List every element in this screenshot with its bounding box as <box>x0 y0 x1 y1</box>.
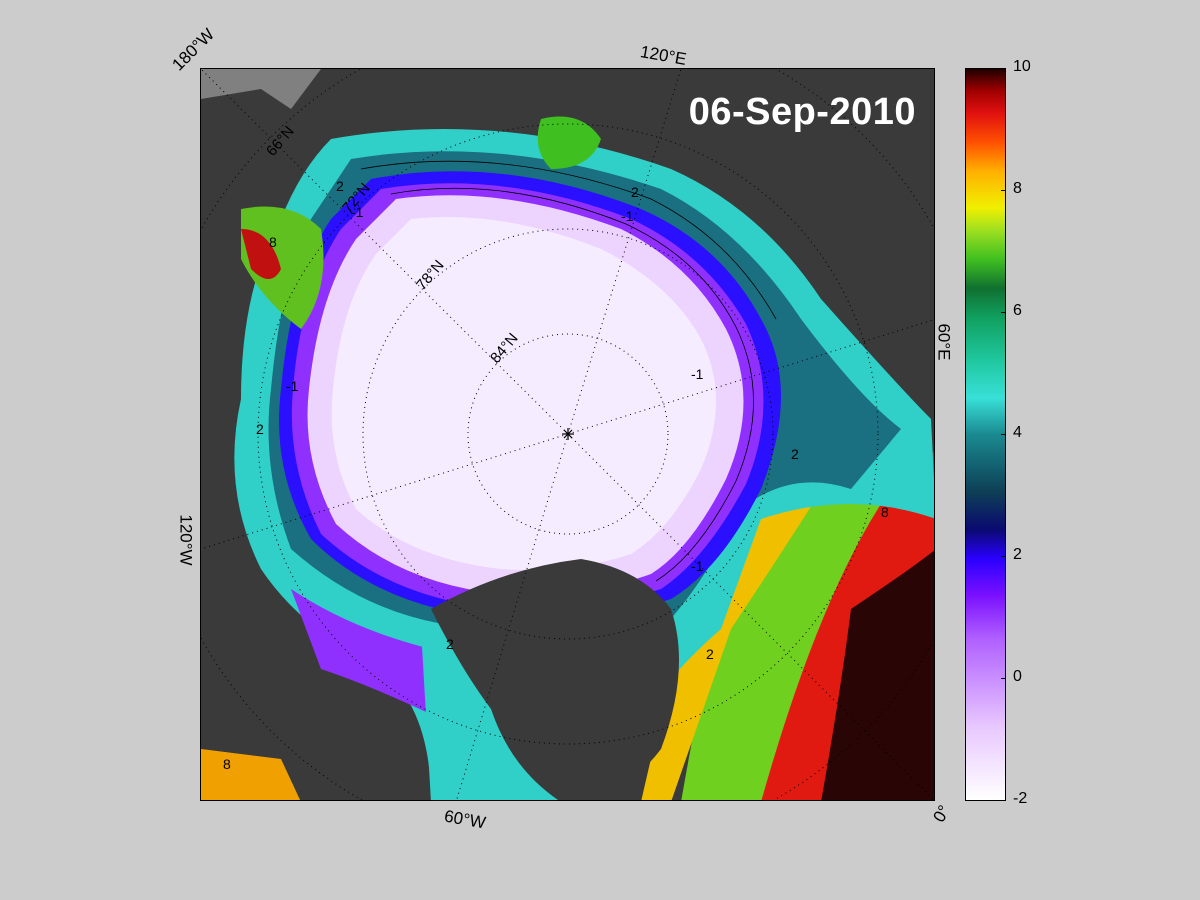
contour-label: -1 <box>621 208 634 224</box>
colorbar-tickmark <box>1001 312 1006 313</box>
colorbar-tickmark <box>1001 190 1006 191</box>
graticule <box>201 69 934 800</box>
contour-line-minus1 <box>390 187 754 582</box>
yellow-band-atlantic <box>641 429 841 800</box>
colorbar-tick-label: 10 <box>1013 58 1031 75</box>
lon-label-60e: 60°E <box>934 323 954 361</box>
colorbar-tick-label: 6 <box>1013 302 1022 319</box>
greenland-land <box>431 559 679 800</box>
date-title: 06-Sep-2010 <box>688 91 916 133</box>
contour-label: 8 <box>269 234 277 250</box>
sea-surface-temperature-map: -1 2 8 -1 2 -1 2 -1 2 8 -1 2 2 8 66°N 72… <box>201 69 934 800</box>
colorbar-tick-label: 2 <box>1013 546 1022 563</box>
contour-line-2 <box>360 160 777 320</box>
contour-label: 8 <box>881 504 889 520</box>
mid-water-atlantic <box>681 449 891 800</box>
meridian-120w <box>201 433 569 550</box>
contour-label: 2 <box>706 646 714 662</box>
hudson-warm-patch <box>201 749 301 800</box>
colorbar-tickmark <box>1001 678 1006 679</box>
lon-label-0: 0° <box>929 801 954 826</box>
hot-water-atlantic <box>821 550 934 800</box>
meridian-0 <box>567 433 934 800</box>
contour-label: -1 <box>691 366 704 382</box>
contour-label: 2 <box>336 178 344 194</box>
colorbar-tickmark <box>1001 800 1006 801</box>
contour-label: 2 <box>631 184 639 200</box>
colorbar-tickmark <box>1001 434 1006 435</box>
colorbar-tick-label: 0 <box>1013 668 1022 685</box>
lat-circle-78 <box>362 228 774 640</box>
lat-circle-72 <box>257 123 879 745</box>
lon-label-60w: 60°W <box>442 806 488 833</box>
contour-label: 2 <box>791 446 799 462</box>
laptev-green-patch <box>537 116 601 169</box>
contour-label: -1 <box>351 204 364 220</box>
contour-label: 2 <box>446 636 454 652</box>
colorbar-tickmark <box>1001 556 1006 557</box>
contour-label: 2 <box>256 421 264 437</box>
pole-marker <box>562 428 574 440</box>
land-gray-patch-nw <box>201 69 321 109</box>
contour-label: -1 <box>691 558 704 574</box>
contour-label-group: -1 2 8 -1 2 -1 2 -1 2 8 -1 2 2 8 <box>223 178 889 772</box>
bering-red-patch <box>241 229 281 279</box>
lat-circle-84 <box>467 333 669 535</box>
sea-ice-core <box>331 217 716 570</box>
lon-label-120e: 120°E <box>638 42 688 69</box>
polar-map: -1 2 8 -1 2 -1 2 -1 2 8 -1 2 2 8 66°N 72… <box>200 68 935 801</box>
lon-label-120w: 120°W <box>176 514 196 566</box>
contour-label: -1 <box>286 378 299 394</box>
meridian-60w <box>456 433 569 800</box>
colorbar-tick-label: 4 <box>1013 424 1022 441</box>
colorbar-tick-label: 8 <box>1013 180 1022 197</box>
colorbar <box>965 68 1006 801</box>
colorbar-tick-label: -2 <box>1013 790 1028 807</box>
colorbar-tickmark <box>1001 68 1006 69</box>
contour-label: 8 <box>223 756 231 772</box>
